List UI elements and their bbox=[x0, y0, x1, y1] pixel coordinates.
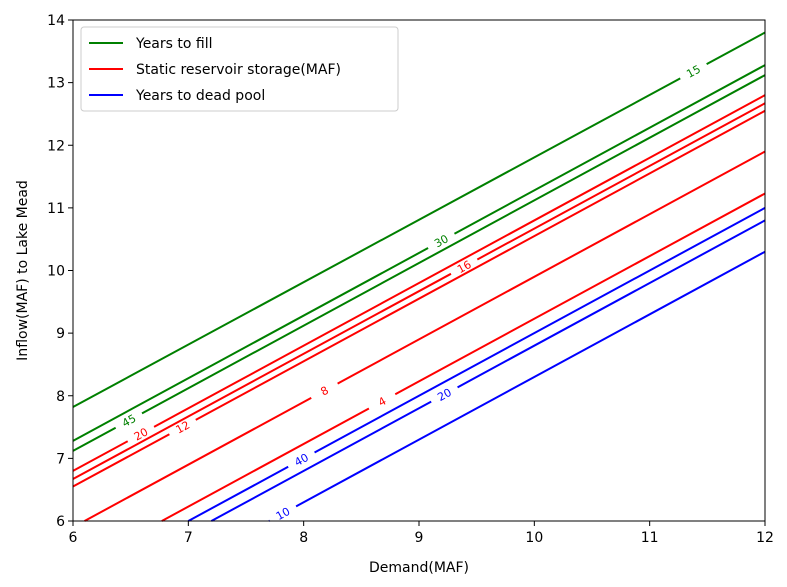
y-tick-label: 11 bbox=[47, 201, 65, 217]
legend: Years to fill Static reservoir storage(M… bbox=[80, 26, 399, 112]
contour-label: 15 bbox=[684, 63, 702, 81]
contour-line-segment bbox=[210, 400, 432, 522]
contour-line-segment bbox=[195, 109, 766, 421]
contour-line-segment bbox=[72, 272, 452, 480]
contour-line-segment bbox=[314, 206, 766, 454]
x-axis-label: Demand(MAF) bbox=[369, 560, 469, 576]
x-axis: 6 7 8 9 10 11 12 bbox=[69, 521, 774, 546]
contour-line-segment bbox=[295, 250, 766, 508]
legend-label-static-storage: Static reservoir storage(MAF) bbox=[136, 62, 341, 78]
y-tick-label: 8 bbox=[56, 389, 65, 405]
contour-label: 45 bbox=[120, 412, 139, 430]
contour-line-segment bbox=[72, 433, 170, 488]
contour-label: 16 bbox=[455, 258, 474, 276]
contour-line-segment bbox=[141, 74, 766, 415]
legend-label-years-to-dead-pool: Years to dead pool bbox=[135, 88, 265, 104]
x-tick-label: 12 bbox=[756, 530, 774, 546]
y-axis: 6 7 8 9 10 11 12 13 14 bbox=[47, 13, 73, 530]
y-tick-label: 6 bbox=[56, 514, 65, 530]
y-tick-label: 7 bbox=[56, 451, 65, 467]
contour-line-segment bbox=[161, 407, 370, 522]
contour-line-segment bbox=[72, 77, 681, 408]
y-axis-label: Inflow(MAF) to Lake Mead bbox=[15, 180, 31, 361]
contour-line-segment bbox=[72, 440, 129, 472]
x-tick-label: 11 bbox=[641, 530, 659, 546]
contour-line-segment bbox=[72, 247, 429, 442]
y-tick-label: 12 bbox=[47, 138, 65, 154]
contour-line-segment bbox=[72, 426, 117, 452]
x-tick-label: 10 bbox=[525, 530, 543, 546]
contour-line-segment bbox=[187, 465, 289, 522]
contour-label: 20 bbox=[132, 425, 151, 443]
y-tick-label: 10 bbox=[47, 264, 65, 280]
contour-line-segment bbox=[453, 64, 766, 235]
contour-label: 40 bbox=[292, 451, 311, 469]
contour-label: 30 bbox=[432, 232, 451, 250]
legend-frame bbox=[80, 26, 399, 112]
contour-line-segment bbox=[337, 150, 766, 385]
contour-lines bbox=[72, 31, 766, 522]
contour-label: 10 bbox=[274, 505, 293, 523]
y-tick-label: 14 bbox=[47, 13, 65, 29]
contour-label: 20 bbox=[435, 386, 454, 404]
contour-line-segment bbox=[457, 219, 766, 389]
x-tick-label: 6 bbox=[69, 530, 78, 546]
x-tick-label: 9 bbox=[415, 530, 424, 546]
contour-line-segment bbox=[153, 94, 766, 428]
x-tick-label: 8 bbox=[299, 530, 308, 546]
y-tick-label: 9 bbox=[56, 326, 65, 342]
legend-label-years-to-fill: Years to fill bbox=[135, 36, 213, 52]
x-tick-label: 7 bbox=[184, 530, 193, 546]
contour-line-segment bbox=[394, 192, 766, 396]
y-tick-label: 13 bbox=[47, 76, 65, 92]
contour-line-segment bbox=[706, 31, 766, 65]
contour-label: 12 bbox=[174, 418, 193, 436]
contour-line-segment bbox=[476, 102, 766, 261]
contour-line-segment bbox=[84, 397, 312, 522]
